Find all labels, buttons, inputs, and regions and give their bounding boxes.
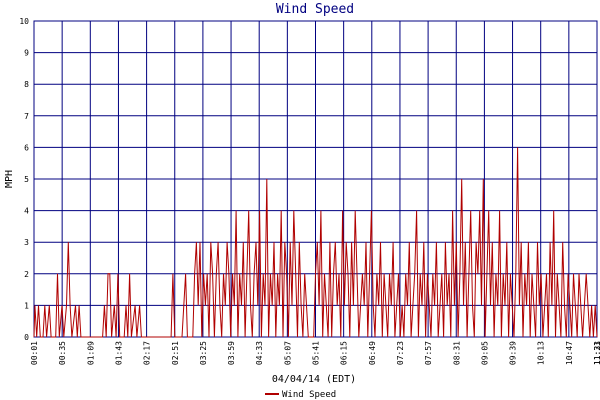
x-tick-label: 03:25 bbox=[199, 341, 208, 365]
y-tick-label: 8 bbox=[24, 80, 29, 89]
x-tick-label: 00:01 bbox=[30, 341, 39, 365]
x-axis-ticks: 00:01 00:35 01:09 01:43 02:17 02:51 03:25 03:59… bbox=[30, 341, 600, 365]
x-axis-label: 04/04/14 (EDT) bbox=[272, 374, 356, 385]
y-tick-label: 5 bbox=[24, 175, 29, 184]
x-tick-label: 03:59 bbox=[227, 341, 236, 365]
x-tick-label: 10:47 bbox=[565, 341, 574, 365]
x-tick-label: 02:17 bbox=[143, 341, 152, 365]
y-tick-label: 3 bbox=[24, 238, 29, 247]
y-tick-label: 1 bbox=[24, 301, 29, 310]
x-tick-label: 09:05 bbox=[480, 341, 489, 365]
chart-title: Wind Speed bbox=[276, 2, 354, 17]
wind-speed-series-line bbox=[33, 147, 598, 338]
y-tick-label: 9 bbox=[24, 49, 29, 58]
x-tick-label: 01:43 bbox=[114, 341, 123, 365]
y-tick-label: 2 bbox=[24, 270, 29, 279]
x-tick-label: 06:49 bbox=[368, 341, 377, 365]
y-tick-label: 4 bbox=[24, 207, 29, 216]
y-axis-ticks: 0 1 2 3 4 5 6 7 8 9 10 bbox=[19, 17, 29, 342]
x-tick-label: 07:23 bbox=[396, 341, 405, 365]
y-tick-label: 6 bbox=[24, 143, 29, 152]
x-tick-label: 05:41 bbox=[312, 341, 321, 365]
x-tick-label: 09:39 bbox=[509, 341, 518, 365]
legend-label: Wind Speed bbox=[282, 390, 336, 400]
y-tick-label: 0 bbox=[24, 333, 29, 342]
x-tick-label: 11:33 bbox=[593, 341, 600, 365]
y-axis-label: MPH bbox=[4, 170, 15, 188]
x-tick-label: 04:33 bbox=[255, 341, 264, 365]
x-tick-label: 05:07 bbox=[283, 341, 292, 365]
x-tick-label: 02:51 bbox=[171, 341, 180, 365]
y-tick-label: 10 bbox=[19, 17, 29, 26]
x-tick-label: 00:35 bbox=[58, 341, 67, 365]
x-tick-label: 07:57 bbox=[424, 341, 433, 365]
x-tick-label: 08:31 bbox=[452, 341, 461, 365]
grid-lines bbox=[34, 20, 598, 338]
y-tick-label: 7 bbox=[24, 112, 29, 121]
x-tick-label: 11:21 bbox=[593, 341, 600, 365]
x-tick-label: 01:09 bbox=[86, 341, 95, 365]
x-tick-label: 06:15 bbox=[340, 341, 349, 365]
x-tick-label: 10:13 bbox=[537, 341, 546, 365]
